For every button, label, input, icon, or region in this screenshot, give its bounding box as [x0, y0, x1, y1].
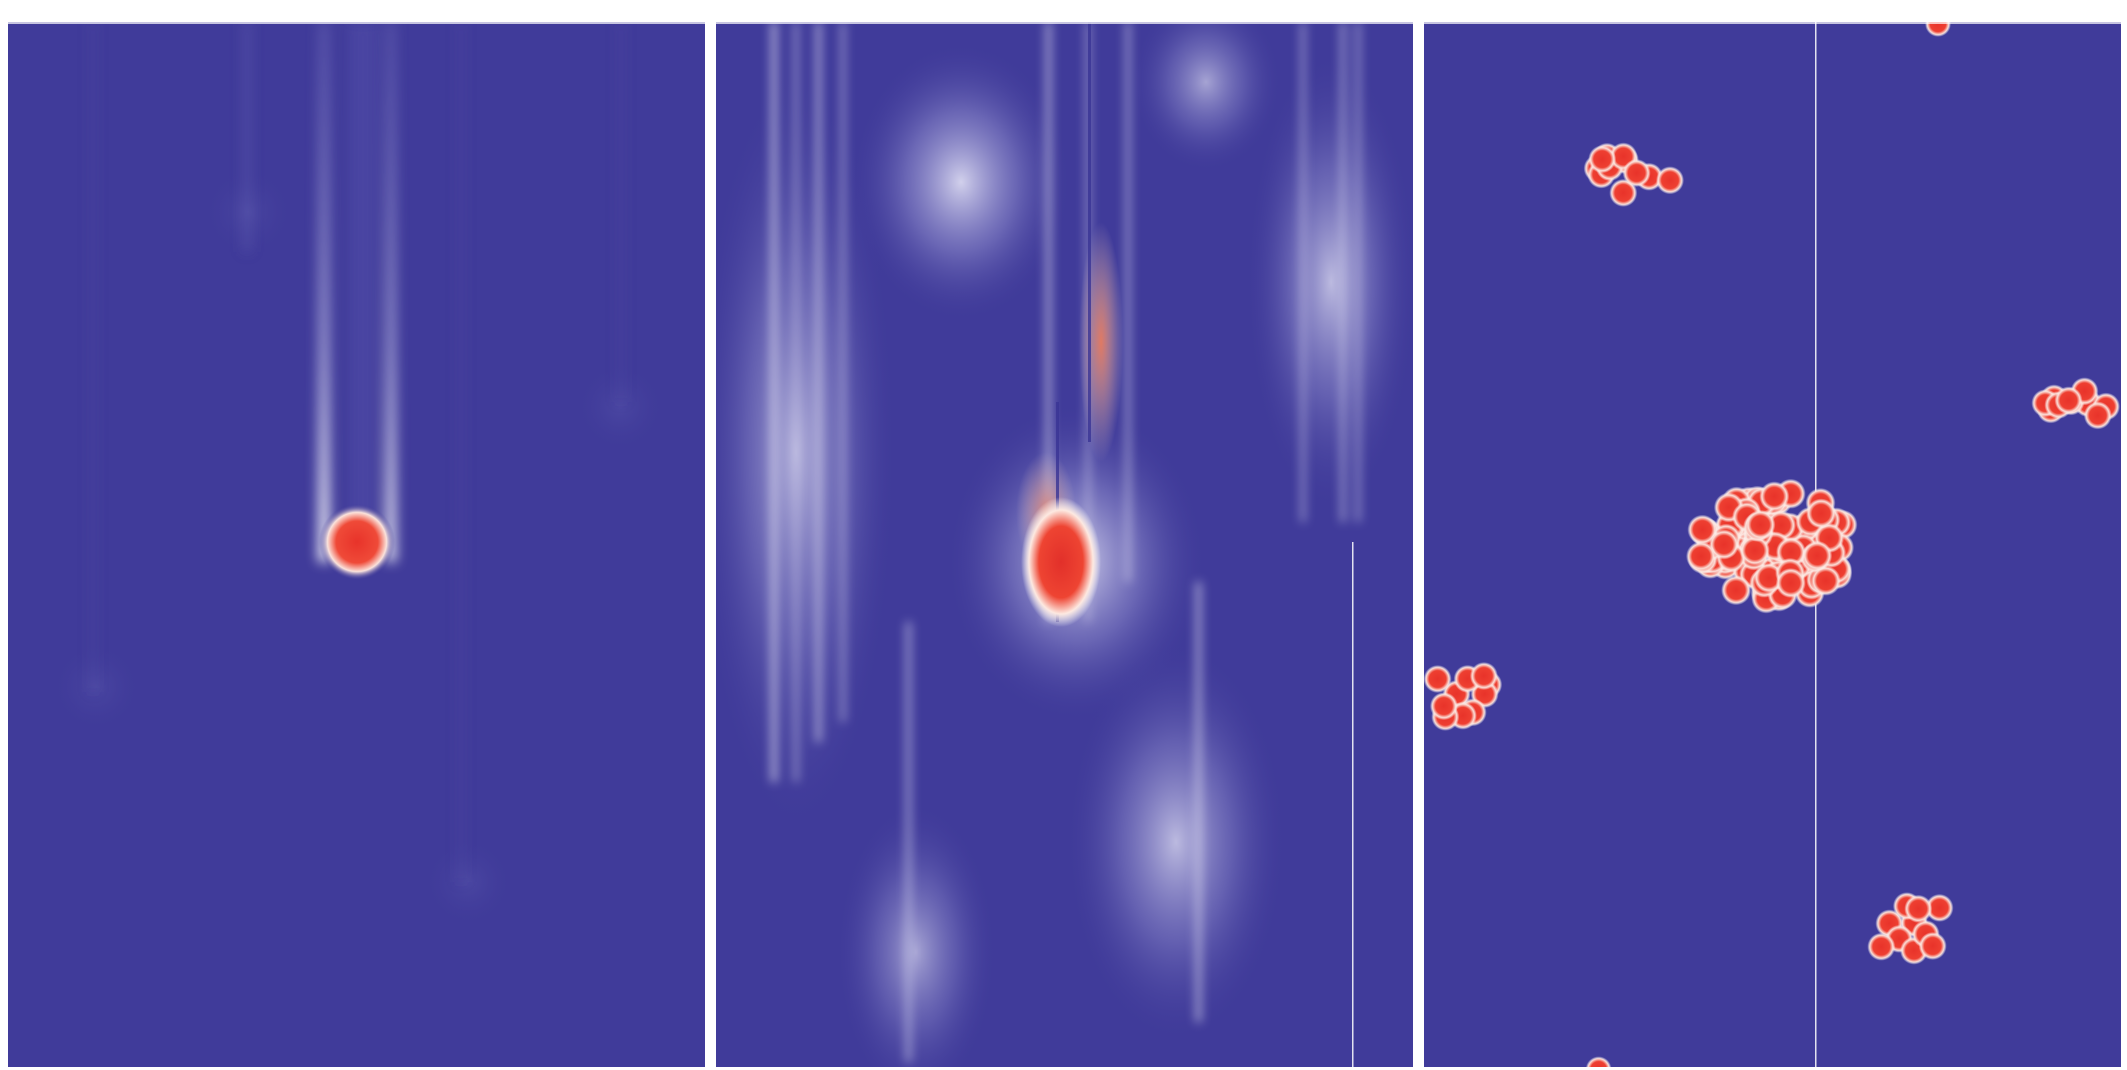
particle [1588, 145, 1617, 174]
particle [1721, 575, 1752, 606]
particle [1745, 509, 1776, 540]
particle [1622, 159, 1651, 187]
particle [1918, 932, 1947, 960]
particle [1925, 22, 1951, 37]
particle [1429, 692, 1458, 721]
particle [1775, 568, 1806, 598]
middle-panel-image [716, 22, 1413, 1067]
particle [1802, 540, 1833, 571]
particle [2083, 401, 2112, 430]
particle [1904, 894, 1933, 923]
particle [1469, 662, 1498, 690]
particle [1867, 932, 1896, 961]
streaks [90, 22, 624, 882]
particle [1739, 535, 1770, 566]
particle [1656, 166, 1684, 195]
particle [1709, 529, 1739, 560]
peach-edge [1079, 222, 1123, 462]
left-panel [8, 22, 705, 1067]
particle [1925, 893, 1954, 922]
glow-clouds [716, 22, 1413, 1067]
left-panel-image [8, 22, 705, 1067]
right-panel-image [1424, 22, 2121, 1067]
hot-spot [319, 504, 395, 580]
particle [1759, 481, 1790, 512]
particle [1609, 178, 1638, 207]
particle [1585, 1056, 1612, 1067]
particle [2054, 386, 2083, 415]
middle-panel [716, 22, 1413, 1067]
hot-spot [1021, 497, 1101, 627]
particle [1424, 665, 1452, 693]
particle [1687, 514, 1718, 545]
particle [1686, 541, 1716, 572]
right-panel [1424, 22, 2121, 1067]
particle [1806, 498, 1837, 529]
red-clusters [1424, 22, 2120, 1067]
particle [1810, 565, 1841, 596]
